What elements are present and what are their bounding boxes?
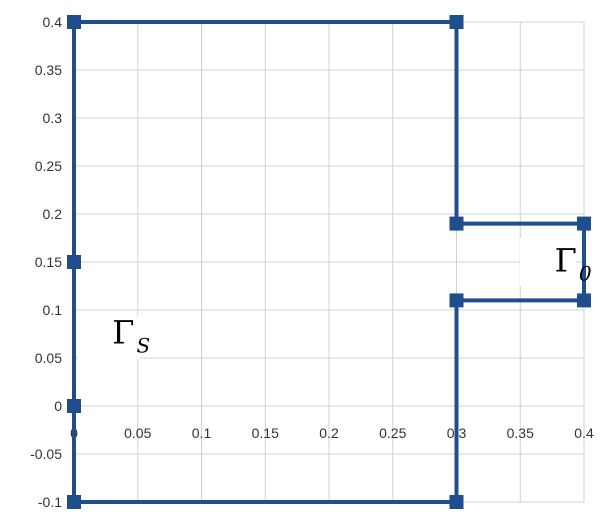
gamma-subscript: S <box>136 334 150 358</box>
x-axis-tick-labels: 0 0.05 0.1 0.15 0.2 0.25 0.3 0.35 0.4 <box>70 425 594 441</box>
y-tick-label: 0.15 <box>35 254 62 270</box>
y-tick-label: -0.05 <box>30 446 62 462</box>
x-tick-label: 0.25 <box>379 425 406 441</box>
boundary-vertex-marker <box>67 399 81 413</box>
boundary-vertex-marker <box>449 293 464 308</box>
x-tick-label: 0.15 <box>252 425 279 441</box>
boundary-vertex-marker <box>67 15 81 29</box>
x-tick-label: 0.1 <box>192 425 212 441</box>
gamma-symbol: Γ <box>112 314 134 352</box>
boundary-vertex-marker <box>577 293 591 308</box>
y-tick-label: -0.1 <box>38 494 62 510</box>
gamma-0-label-background <box>520 238 576 286</box>
x-tick-label: 0.2 <box>319 425 339 441</box>
boundary-vertex-marker <box>449 15 464 29</box>
gamma-symbol: Γ <box>555 242 577 280</box>
annotations: Γ SΓ 0 <box>78 238 592 359</box>
boundary-markers <box>67 15 591 509</box>
x-tick-label: 0.05 <box>124 425 151 441</box>
x-tick-label: 0.35 <box>507 425 534 441</box>
boundary-vertex-marker <box>449 216 464 231</box>
boundary-vertex-marker <box>449 495 464 509</box>
y-tick-label: 0.05 <box>35 350 62 366</box>
x-tick-label: 0.4 <box>574 425 594 441</box>
y-axis-tick-labels: 0.4 0.35 0.3 0.25 0.2 0.15 0.1 0.05 0 -0.05 -0.1 <box>30 14 62 510</box>
y-tick-label: 0.1 <box>43 302 63 318</box>
y-tick-label: 0.3 <box>43 110 63 126</box>
boundary-vertex-marker <box>67 495 81 509</box>
boundary-vertex-marker <box>577 216 591 231</box>
y-tick-label: 0.4 <box>43 14 63 30</box>
y-tick-label: 0.2 <box>43 206 63 222</box>
y-tick-label: 0.25 <box>35 158 62 174</box>
gamma-subscript: 0 <box>579 262 592 286</box>
y-tick-label: 0.35 <box>35 62 62 78</box>
gamma-s-label-background <box>78 315 140 359</box>
boundary-vertex-marker <box>67 255 81 269</box>
y-tick-label: 0 <box>54 398 62 414</box>
